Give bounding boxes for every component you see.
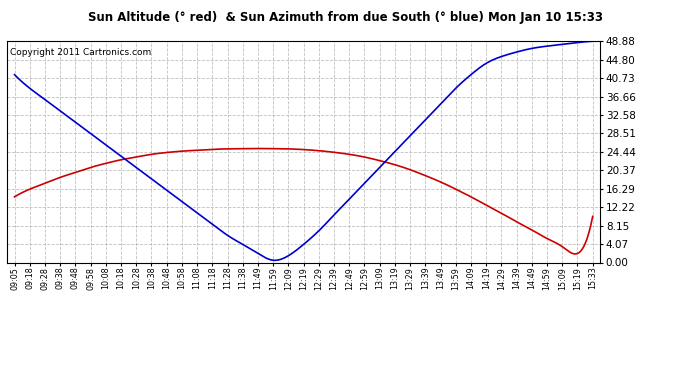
Text: Copyright 2011 Cartronics.com: Copyright 2011 Cartronics.com: [10, 48, 151, 57]
Text: Sun Altitude (° red)  & Sun Azimuth from due South (° blue) Mon Jan 10 15:33: Sun Altitude (° red) & Sun Azimuth from …: [88, 11, 602, 24]
